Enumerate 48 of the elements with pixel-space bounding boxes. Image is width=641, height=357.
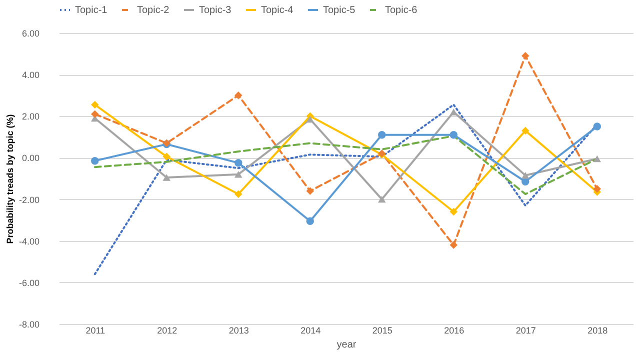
legend-label: Topic-6 xyxy=(385,5,418,16)
point xyxy=(234,159,242,167)
x-tick-label: 2012 xyxy=(157,326,178,336)
point xyxy=(91,110,99,118)
point xyxy=(450,130,458,139)
point xyxy=(306,116,314,123)
point xyxy=(91,100,99,109)
point xyxy=(450,208,458,216)
point xyxy=(522,52,530,60)
x-tick-label: 2011 xyxy=(86,326,106,336)
point xyxy=(306,187,314,195)
point xyxy=(522,172,530,179)
point xyxy=(450,241,458,249)
x-tick-label: 2017 xyxy=(516,326,536,336)
y-tick-label: -6.00 xyxy=(18,278,40,288)
legend-label: Topic-3 xyxy=(199,5,232,16)
point xyxy=(522,126,530,135)
point xyxy=(162,174,170,181)
point xyxy=(234,91,242,100)
point xyxy=(378,196,386,203)
legend-label: Topic-4 xyxy=(261,5,294,16)
point xyxy=(378,130,386,139)
x-tick-label: 2014 xyxy=(300,326,321,336)
point xyxy=(593,122,601,130)
point xyxy=(306,217,314,225)
y-tick-label: 2.00 xyxy=(22,112,40,122)
y-axis-title: Probability treads by topic (%) xyxy=(4,114,15,244)
point xyxy=(91,156,99,165)
x-tick-label: 2018 xyxy=(588,326,608,336)
point xyxy=(593,185,601,193)
point xyxy=(234,170,242,178)
point xyxy=(234,190,242,198)
x-axis-title: year xyxy=(336,340,357,350)
y-tick-label: -4.00 xyxy=(18,236,40,246)
y-tick-label: -2.00 xyxy=(18,194,40,205)
legend-label: Topic-1 xyxy=(75,5,108,16)
y-tick-label: -8.00 xyxy=(18,320,40,330)
x-tick-label: 2016 xyxy=(444,326,464,336)
x-tick-label: 2013 xyxy=(228,326,249,336)
point xyxy=(593,155,601,162)
y-tick-label: 0.00 xyxy=(22,153,40,164)
point xyxy=(522,178,530,186)
legend-label: Topic-2 xyxy=(137,5,170,16)
legend-label: Topic-5 xyxy=(323,5,356,16)
y-tick-label: 6.00 xyxy=(22,28,40,38)
y-tick-label: 4.00 xyxy=(22,70,40,80)
x-tick-label: 2015 xyxy=(372,326,392,336)
point xyxy=(162,152,170,161)
